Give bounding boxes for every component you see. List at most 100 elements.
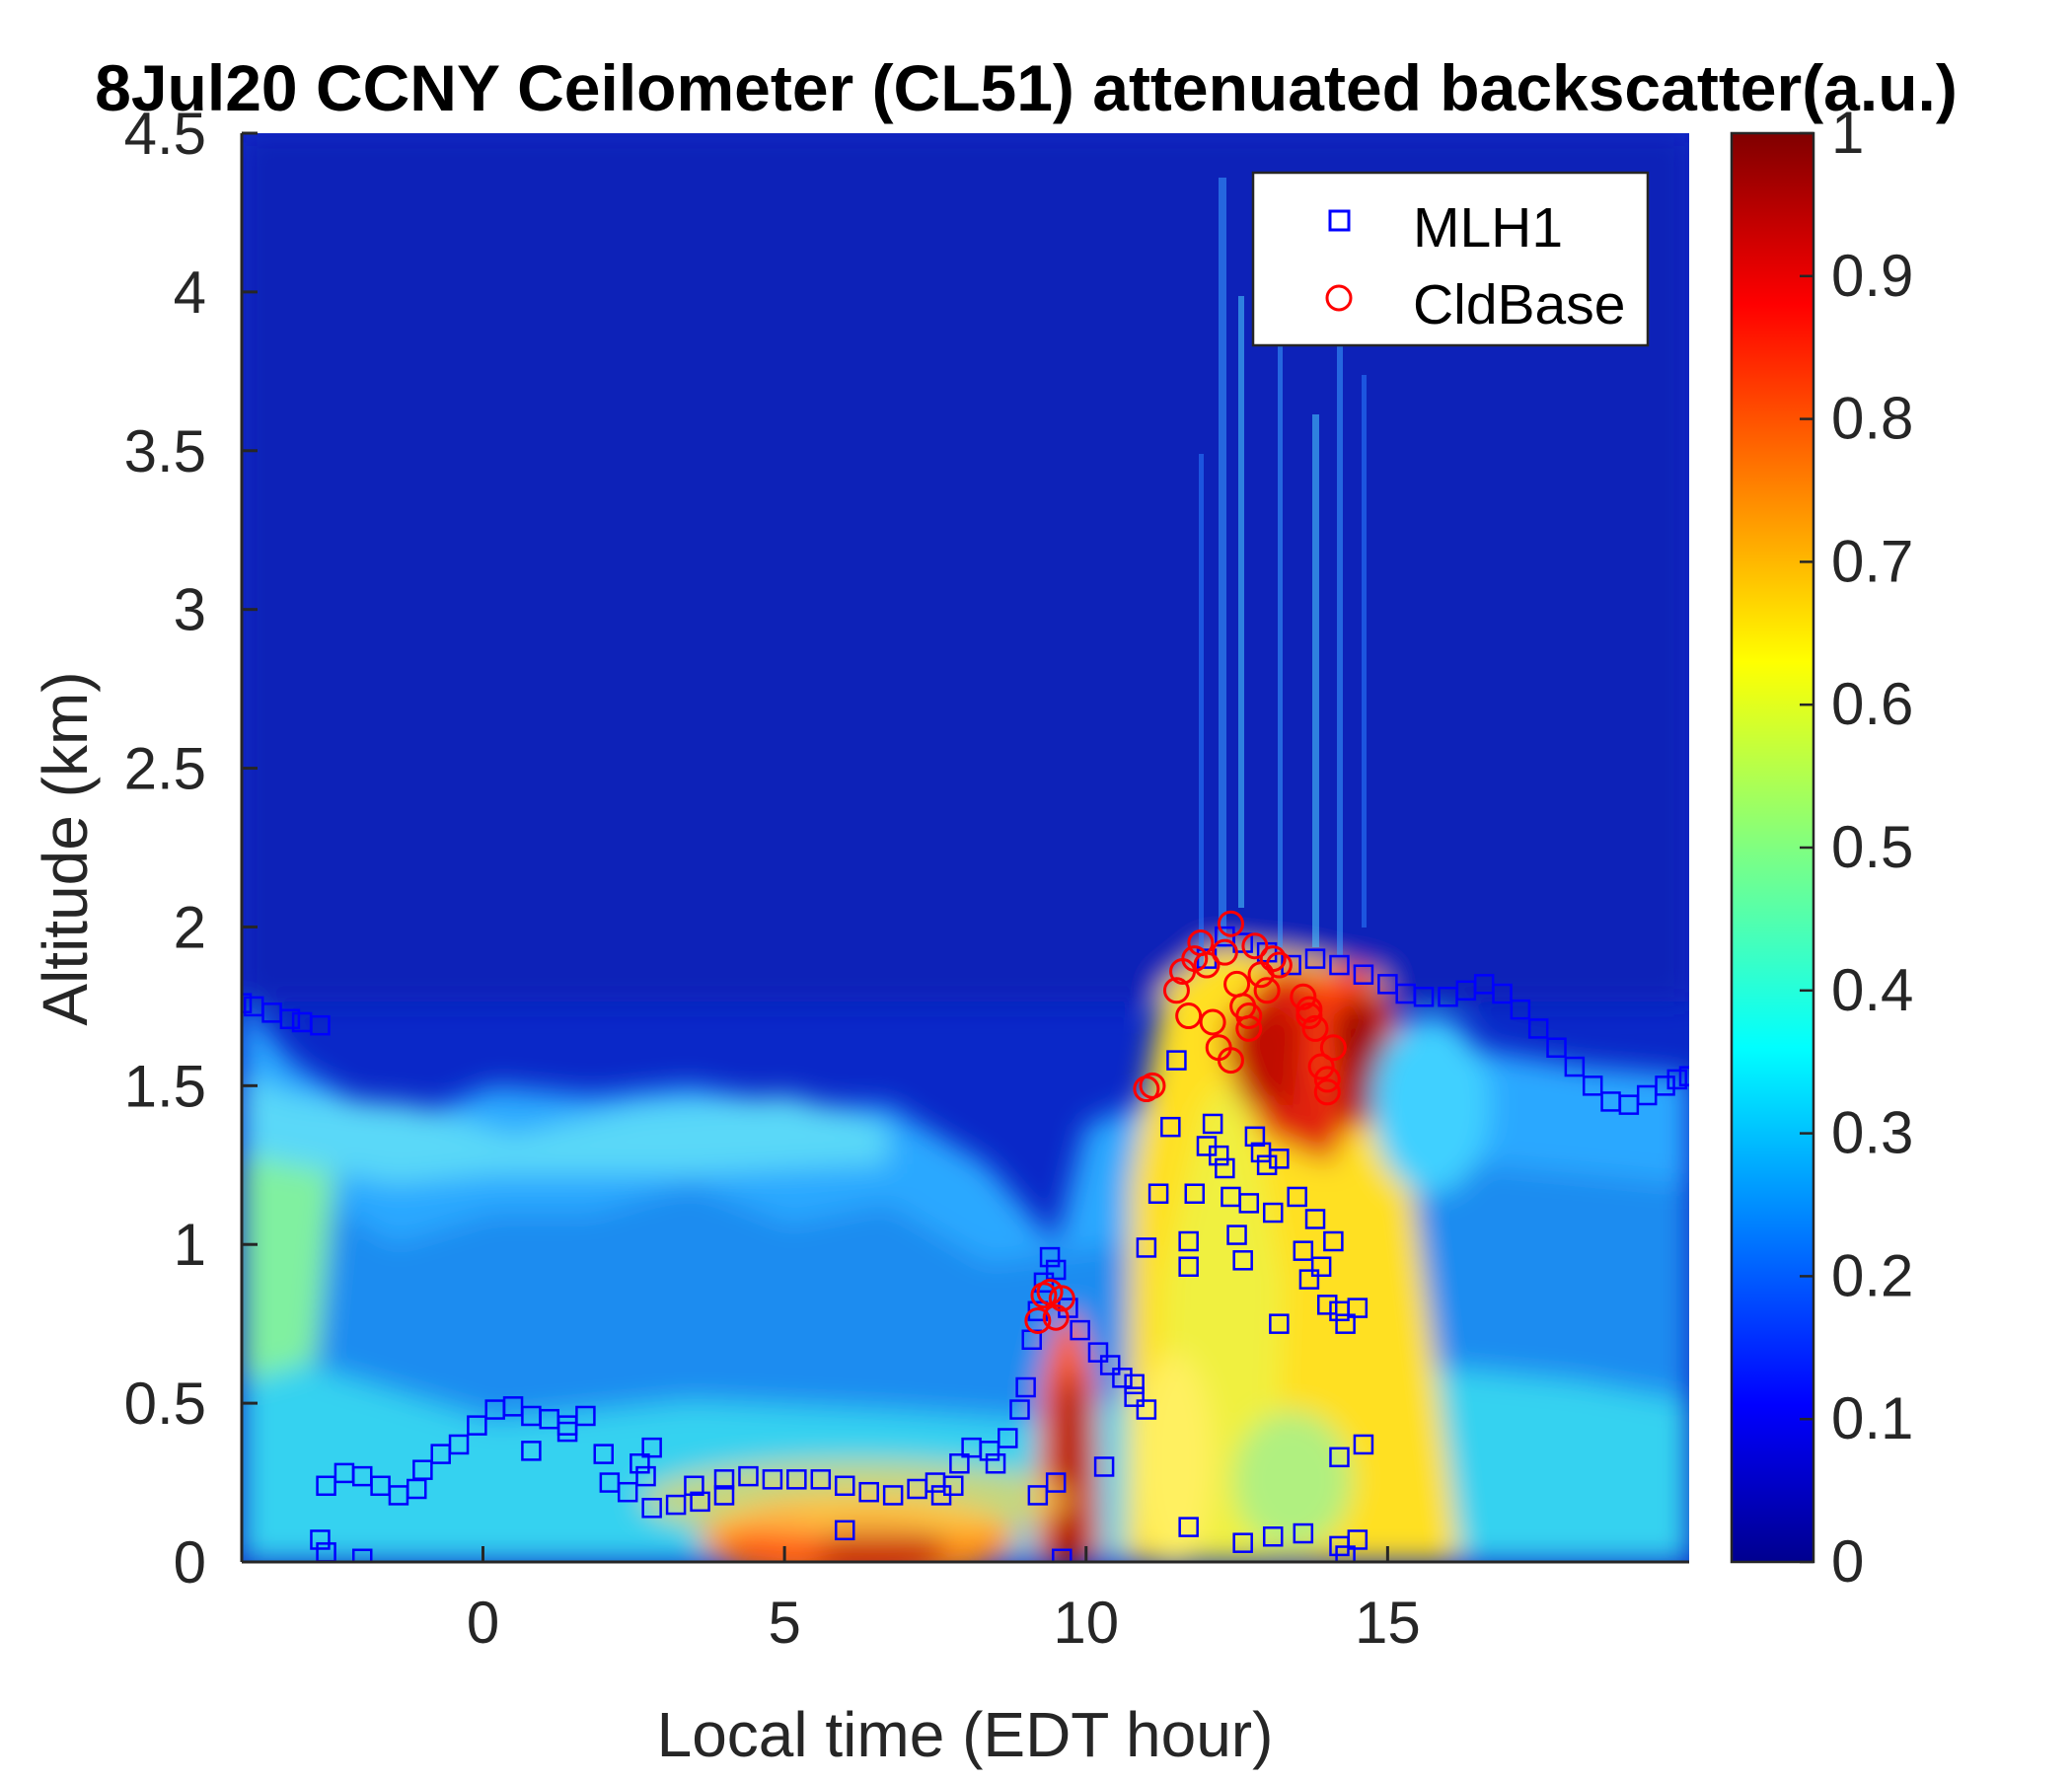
mlh1-point [1232,1532,1253,1553]
mlh1-point [448,1434,470,1455]
mlh1-point [1353,964,1374,985]
cldbase-point [1265,951,1293,979]
colorbar-tick-label: 0.4 [1831,957,1913,1023]
legend-mlh1-label: MLH1 [1413,196,1563,260]
colorbar-tick-label: 0.2 [1831,1242,1913,1308]
mlh1-point [713,1485,735,1506]
mlh1-point [556,1421,578,1443]
colorbar-tick-label: 0.8 [1831,386,1913,452]
mlh1-point [1335,1313,1356,1334]
x-tick-label: 15 [1355,1590,1421,1656]
mlh1-point [930,1485,952,1506]
mlh1-point [690,1491,710,1513]
mlh1-point [1347,1298,1369,1318]
mlh1-point [1087,1342,1109,1363]
mlh1-point [279,1008,301,1030]
mlh1-point [1546,1037,1567,1058]
mlh1-point [1293,1240,1314,1261]
cldbase-point [1162,977,1190,1004]
mlh1-point [1269,1313,1290,1334]
cldbase-point [1295,996,1323,1023]
cldbase-point [1290,983,1317,1010]
mlh1-point [1298,1269,1320,1290]
mlh1-point [1009,1399,1030,1420]
mlh1-point [810,1469,832,1490]
mlh1-point [407,1478,427,1500]
mlh1-point [1232,1250,1253,1271]
cldbase-point [1241,932,1269,960]
mlh1-point [1329,954,1350,976]
mlh1-point [1323,1230,1344,1252]
y-tick-label: 0 [174,1529,206,1595]
mlh1-point [1335,1545,1356,1562]
mlh1-point [641,1498,662,1519]
cldbase-point [1193,951,1221,979]
mlh1-point [1099,1355,1121,1375]
cldbase-point [1319,1034,1347,1062]
mlh1-point [979,1441,1000,1461]
mlh1-point [1347,1529,1369,1550]
mlh1-point [835,1475,855,1497]
y-tick-label: 2.5 [124,736,206,802]
mlh1-point [1136,1237,1157,1258]
mlh1-point [1262,1526,1284,1547]
mlh1-point [998,1428,1018,1448]
mlh1-point [352,1548,373,1562]
mlh1-point [1287,1186,1307,1208]
mlh1-point [738,1465,759,1487]
legend-cldbase-label: CldBase [1413,273,1625,336]
chart-title: 8Jul20 CCNY Ceilometer (CL51) attenuated… [95,51,1958,124]
mlh1-point [1226,1224,1247,1245]
mlh1-point [641,1437,662,1458]
cldbase-point [1211,938,1238,966]
mlh1-point [316,1475,336,1497]
mlh1-point [242,993,253,1013]
mlh1-point [1052,1548,1073,1562]
y-axis-ticks: 0 0.5 1 1.5 2 2.5 3 3.5 4 4.5 [124,101,258,1595]
mlh1-point [1317,1295,1338,1315]
mlh1-point [1256,1154,1278,1176]
colorbar-tick-label: 1 [1831,100,1864,166]
x-tick-label: 10 [1053,1590,1119,1656]
mlh1-point [1039,1246,1061,1268]
cldbase-point [1235,1002,1263,1030]
mlh1-point [1015,1376,1036,1398]
mlh1-point [1678,1066,1689,1086]
y-tick-label: 1.5 [124,1053,206,1119]
mlh1-point [1178,1517,1199,1537]
mlh1-point [1112,1368,1133,1388]
mlh1-point [1304,948,1326,969]
y-tick-label: 0.5 [124,1371,206,1437]
mlh1-point [684,1475,704,1497]
cldbase-point [1253,977,1281,1004]
mlh1-point [617,1481,638,1503]
mlh1-point [1293,1522,1314,1544]
mlh1-point [1238,1193,1260,1214]
mlh1-point [1564,1056,1586,1077]
mlh1-point [1655,1076,1675,1096]
mlh1-point [713,1469,735,1490]
cldbase-point [1295,1002,1323,1030]
cldbase-point [1042,1303,1070,1331]
mlh1-point [521,1441,542,1461]
mlh1-point [1353,1434,1374,1455]
cldbase-point [1217,1047,1244,1075]
mlh1-point [1208,1145,1229,1166]
mlh1-point [1413,986,1435,1007]
cldbase-point [1048,1285,1075,1312]
mlh1-point [1310,1256,1332,1277]
colorbar-tick-label: 0.9 [1831,243,1913,309]
colorbar-ticks: 0 0.1 0.2 0.3 0.4 0.5 0.6 0.7 0.8 0.9 1 [1800,100,1913,1595]
mlh1-point [575,1405,596,1427]
mlh1-point [858,1481,879,1503]
legend-box [1251,171,1650,347]
colorbar-tick-label: 0.3 [1831,1100,1913,1166]
cldbase-series [1024,910,1347,1334]
mlh1-point [1093,1456,1115,1477]
mlh1-point [1136,1399,1157,1420]
colorbar-tick-label: 0.7 [1831,528,1913,594]
mlh1-point [1033,1272,1055,1294]
mlh1-point [629,1452,650,1474]
mlh1-point [762,1469,783,1490]
